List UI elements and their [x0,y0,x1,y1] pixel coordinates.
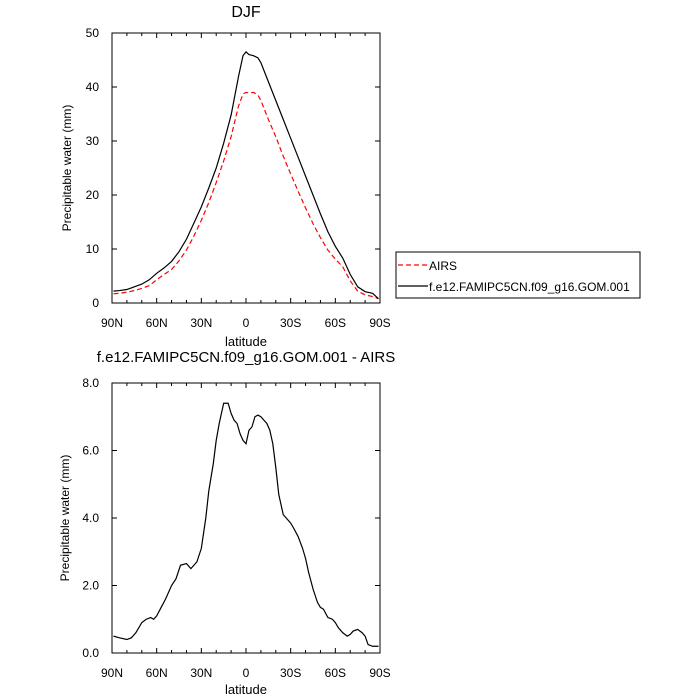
chart-top: DJF latitude Precipitable water (mm) 90N… [60,4,391,349]
chart-top-ytick-label: 20 [86,188,100,202]
chart-top-title: DJF [231,4,261,21]
chart-bottom-xlabel: latitude [225,682,267,697]
chart-bottom-title: f.e12.FAMIPC5CN.f09_g16.GOM.001 - AIRS [97,349,395,366]
chart-bottom-xtick-label: 90N [101,666,123,680]
chart-bottom-xtick-label: 30N [190,666,212,680]
chart-bottom-ytick-label: 6.0 [82,444,99,458]
chart-top-xtick-label: 0 [243,316,250,330]
chart-top-xtick-label: 60N [146,316,168,330]
chart-bottom-ytick-label: 0.0 [82,646,99,660]
legend-label-airs: AIRS [429,259,457,273]
chart-top-xtick-label: 90S [369,316,390,330]
chart-bottom-series-line-0 [113,402,379,647]
chart-bottom-ylabel: Precipitable water (mm) [58,455,72,582]
chart-top-ytick-label: 50 [86,26,100,40]
chart-top-series-line-0 [113,91,379,300]
chart-top-ytick-label: 10 [86,242,100,256]
chart-top-xlabel: latitude [225,334,267,349]
legend: AIRS f.e12.FAMIPC5CN.f09_g16.GOM.001 [395,251,641,299]
chart-top-xtick-label: 60S [325,316,346,330]
chart-top-ytick-label: 0 [92,296,99,310]
chart-top-ytick-label: 30 [86,134,100,148]
chart-bottom-xtick-label: 60S [325,666,346,680]
chart-top-ylabel: Precipitable water (mm) [60,105,74,232]
chart-bottom-xtick-label: 90S [369,666,390,680]
legend-box [395,251,641,299]
chart-top-xtick-label: 90N [101,316,123,330]
chart-bottom-series [113,402,379,647]
chart-top-xtick-label: 30S [280,316,301,330]
chart-bottom-ytick-label: 4.0 [82,511,99,525]
chart-top-ticks: 90N 60N 30N 0 30S 60S 90S 0 10 20 30 40 50 [86,26,391,330]
chart-bottom-xtick-label: 60N [146,666,168,680]
legend-label-model: f.e12.FAMIPC5CN.f09_g16.GOM.001 [429,280,630,294]
chart-bottom-xtick-label: 30S [280,666,301,680]
chart-bottom-ytick-label: 8.0 [82,376,99,390]
chart-bottom-plot-frame [111,382,381,654]
chart-top-xtick-label: 30N [190,316,212,330]
chart-bottom-xtick-label: 0 [243,666,250,680]
chart-top-series-line-1 [113,51,379,300]
chart-bottom-ytick-label: 2.0 [82,579,99,593]
chart-top-plot-frame [111,32,381,304]
chart-bottom: f.e12.FAMIPC5CN.f09_g16.GOM.001 - AIRS l… [58,349,395,697]
chart-top-ytick-label: 40 [86,80,100,94]
chart-top-series [113,51,379,300]
